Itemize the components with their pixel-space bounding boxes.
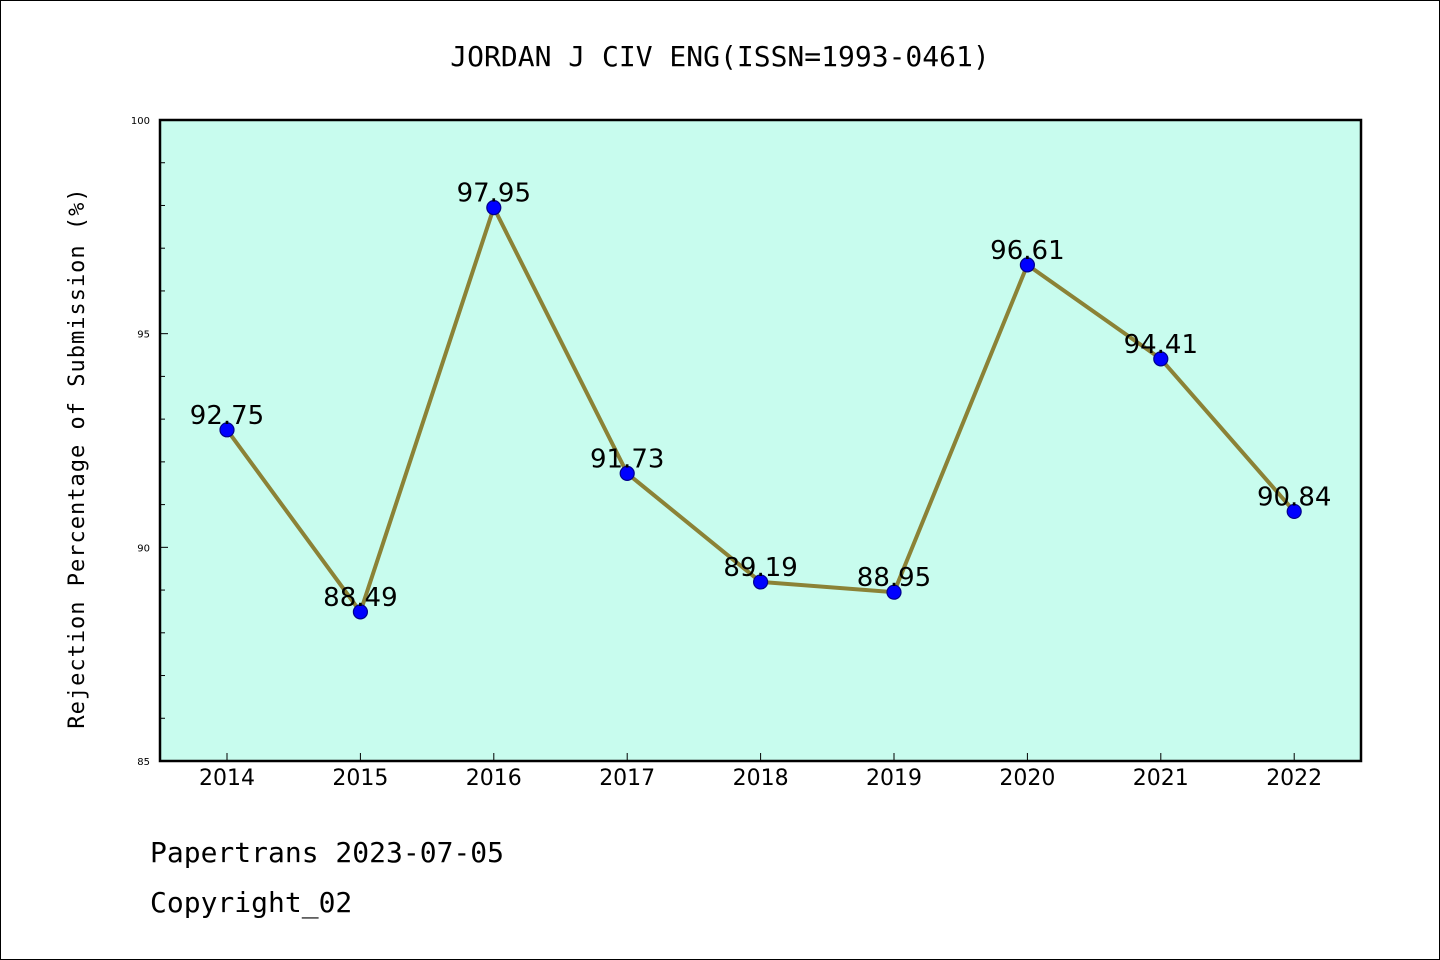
data-label: 94.41	[1124, 330, 1198, 360]
data-label: 96.61	[990, 236, 1064, 266]
x-tick-label: 2019	[866, 766, 922, 791]
x-tick-label: 2021	[1133, 766, 1189, 791]
x-tick-label: 2014	[199, 766, 255, 791]
x-tick-label: 2017	[599, 766, 655, 791]
data-label: 89.19	[723, 553, 797, 583]
plot-area	[160, 120, 1361, 761]
data-label: 92.75	[190, 401, 264, 431]
footer-date: Papertrans 2023-07-05	[150, 836, 505, 869]
x-tick-label: 2018	[733, 766, 789, 791]
chart-title: JORDAN J CIV ENG(ISSN=1993-0461)	[450, 40, 989, 73]
y-tick-label: 95	[137, 330, 150, 341]
data-label: 97.95	[457, 179, 531, 209]
data-labels: 92.75 88.49 97.95 91.73 89.19 88.95 96.61 94.41…	[190, 179, 1332, 613]
data-label: 88.95	[857, 563, 931, 593]
y-tick-label: 85	[137, 757, 150, 768]
footer-copyright: Copyright_02	[150, 886, 353, 919]
data-point	[1019, 257, 1036, 273]
plot-border	[158, 118, 1363, 763]
data-point	[219, 422, 235, 438]
data-label: 90.84	[1257, 482, 1331, 512]
data-label: 91.73	[590, 444, 664, 474]
x-tick-label: 2022	[1266, 766, 1322, 791]
data-point	[486, 200, 502, 216]
x-tick-label: 2015	[332, 766, 388, 791]
y-axis-label: Rejection Percentage of Submission (%)	[65, 187, 90, 728]
data-point	[752, 574, 769, 590]
x-axis: 2014 2015 2016 2017 2018 2019 2020 2021 2022	[199, 753, 1322, 791]
data-point	[886, 584, 902, 600]
x-tick-label: 2020	[999, 766, 1055, 791]
x-tick-label: 2016	[466, 766, 522, 791]
data-point	[1153, 351, 1169, 367]
y-tick-label: 100	[131, 116, 150, 127]
y-tick-label: 90	[137, 543, 150, 554]
data-point	[352, 604, 368, 620]
data-markers	[219, 200, 1302, 620]
data-point	[1286, 503, 1302, 520]
data-point	[619, 465, 635, 482]
data-label: 88.49	[323, 583, 397, 613]
